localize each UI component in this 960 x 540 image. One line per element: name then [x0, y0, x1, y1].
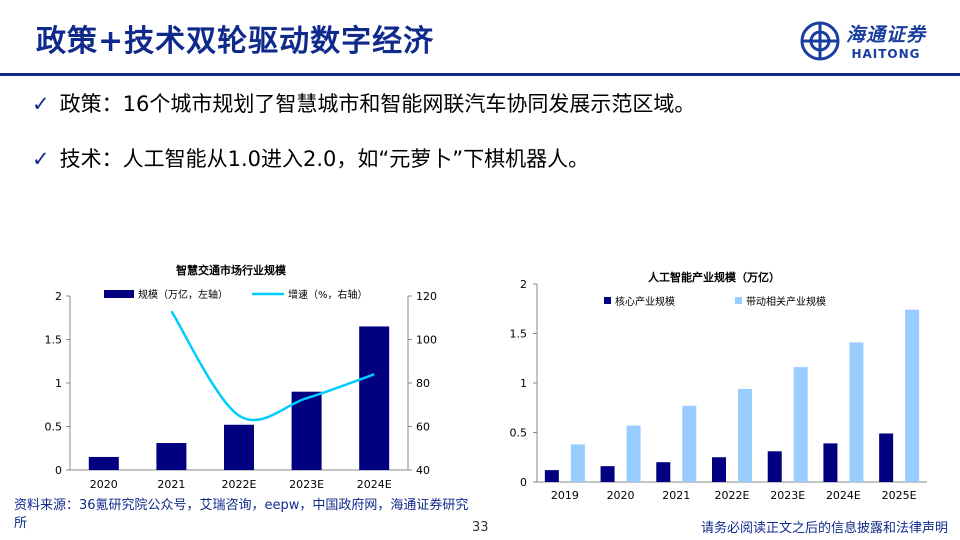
- x-tick-label: 2021: [662, 489, 690, 502]
- legend-swatch-core: [604, 297, 611, 304]
- bar-scale: [291, 391, 322, 470]
- bar-core-industry: [879, 433, 894, 482]
- y2-tick-label: 60: [416, 421, 430, 434]
- source-note: 资料来源：36氪研究院公众号，艾瑞咨询，eepw，中国政府网，海通证券研究所: [14, 498, 469, 531]
- legend-swatch-related: [735, 297, 742, 304]
- disclaimer: 请务必阅读正文之后的信息披露和法律声明: [700, 521, 948, 536]
- haitong-emblem-icon: [800, 21, 840, 60]
- legend-label-scale: 规模（万亿，左轴）: [138, 288, 228, 301]
- x-tick-label: 2025E: [882, 489, 917, 502]
- growth-line: [170, 310, 375, 422]
- y-tick-label: 0.5: [45, 421, 63, 434]
- y2-tick-label: 100: [416, 334, 437, 347]
- bar-related-industry: [905, 309, 920, 482]
- bar-related-industry: [849, 342, 864, 482]
- checkmark-icon: ✓: [32, 92, 50, 116]
- bullet-technology: ✓ 技术：人工智能从1.0进入2.0，如“元萝卜”下棋机器人。: [32, 143, 589, 173]
- y-tick-label: 0: [520, 476, 527, 489]
- bar-core-industry: [600, 466, 615, 482]
- bar-related-industry: [793, 367, 808, 482]
- bullet-policy-text: 政策：16个城市规划了智慧城市和智能网联汽车协同发展示范区域。: [59, 92, 696, 116]
- bar-core-industry: [823, 443, 838, 482]
- bar-scale: [88, 456, 119, 470]
- y-tick-label: 1: [520, 377, 527, 390]
- checkmark-icon: ✓: [32, 147, 50, 171]
- header-divider: [0, 73, 960, 76]
- bar-related-industry: [626, 425, 641, 482]
- y-tick-label: 1: [55, 377, 62, 390]
- ai-industry-chart: 0 0.5 1 1.5 2 2019 2020 2021 2022E 2023E 2024E 2025…: [510, 278, 927, 502]
- logo-chinese-text: 海通证券: [845, 24, 926, 46]
- bar-related-industry: [570, 444, 585, 482]
- x-tick-label: 2020: [90, 478, 118, 491]
- bar-core-industry: [544, 470, 559, 482]
- x-tick-label: 2023E: [289, 478, 324, 491]
- bar-scale: [156, 443, 187, 470]
- x-tick-label: 2024E: [826, 489, 861, 502]
- chart-2-title: 人工智能产业规模（万亿）: [648, 271, 780, 284]
- smart-transport-chart: 0 0.5 1 1.5 2 40 60 80 100 120 2020 2021 2022E 2023E 2…: [45, 288, 438, 491]
- legend-label-growth: 增速（%，右轴）: [288, 288, 368, 301]
- y-tick-label: 0.5: [510, 427, 528, 440]
- bar-core-industry: [712, 457, 726, 482]
- x-tick-label: 2020: [607, 489, 635, 502]
- bullet-policy: ✓ 政策：16个城市规划了智慧城市和智能网联汽车协同发展示范区域。: [32, 88, 695, 118]
- y-tick-label: 1.5: [510, 328, 528, 341]
- bar-related-industry: [682, 405, 697, 482]
- bar-scale: [224, 424, 254, 470]
- bar-related-industry: [738, 388, 752, 482]
- bar-scale: [359, 326, 390, 470]
- y2-tick-label: 120: [416, 290, 437, 303]
- y-tick-label: 2: [520, 278, 527, 291]
- logo-english-text: HAITONG: [851, 47, 921, 61]
- x-tick-label: 2019: [551, 489, 579, 502]
- y-tick-label: 1.5: [45, 334, 63, 347]
- y-tick-label: 2: [55, 290, 62, 303]
- x-tick-label: 2021: [157, 478, 185, 491]
- x-tick-label: 2024E: [357, 478, 392, 491]
- x-tick-label: 2022E: [715, 489, 750, 502]
- legend-swatch-scale: [104, 290, 134, 298]
- haitong-logo: 海通证券 HAITONG: [800, 20, 926, 61]
- y2-tick-label: 80: [416, 377, 430, 390]
- page-number: 33: [472, 520, 489, 535]
- x-tick-label: 2023E: [770, 489, 805, 502]
- chart-1-title: 智慧交通市场行业规模: [176, 264, 286, 277]
- legend-label-core: 核心产业规模: [615, 295, 675, 308]
- page-title: 政策+技术双轮驱动数字经济: [36, 24, 435, 59]
- bar-core-industry: [767, 451, 782, 482]
- y-tick-label: 0: [55, 464, 62, 477]
- x-tick-label: 2022E: [222, 478, 257, 491]
- legend-label-related: 带动相关产业规模: [746, 295, 826, 308]
- y2-tick-label: 40: [416, 464, 430, 477]
- bullet-technology-text: 技术：人工智能从1.0进入2.0，如“元萝卜”下棋机器人。: [59, 147, 590, 171]
- bar-core-industry: [656, 462, 671, 482]
